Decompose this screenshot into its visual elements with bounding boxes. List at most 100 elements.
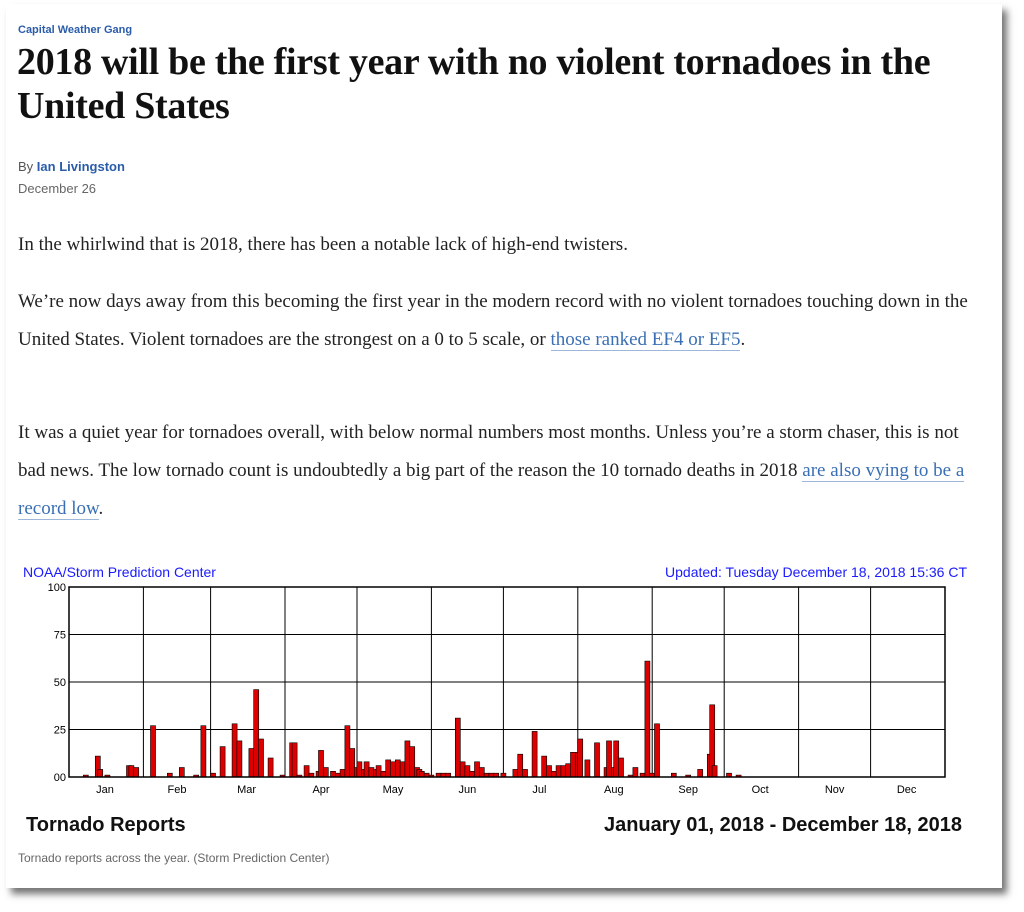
tornado-bar: [318, 750, 324, 778]
tornado-bar: [178, 767, 185, 778]
tornado-bar: [375, 765, 382, 778]
tornado-bar: [339, 769, 346, 778]
x-tick-label: Mar: [237, 784, 256, 796]
tornado-bar: [711, 765, 718, 778]
y-tick-label: 100: [48, 582, 66, 594]
chart-date-range: January 01, 2018 - December 18, 2018: [604, 814, 962, 836]
chart-title: Tornado Reports: [26, 814, 186, 836]
paragraph-1: In the whirlwind that is 2018, there has…: [18, 234, 628, 255]
tornado-bar: [97, 769, 104, 778]
x-tick-label: Jan: [96, 784, 114, 796]
chart-source-label: NOAA/Storm Prediction Center: [23, 564, 216, 580]
paragraph-3-text: It was a quiet year for tornadoes overal…: [18, 422, 959, 481]
image-caption: Tornado reports across the year. (Storm …: [18, 851, 330, 865]
tornado-bar: [522, 769, 528, 778]
tornado-bar: [606, 740, 612, 778]
tornado-bar: [258, 738, 264, 778]
plot-border: [68, 586, 946, 778]
record-low-link[interactable]: are also vying to be a record low: [18, 460, 965, 520]
tornado-bar: [577, 738, 584, 778]
tornado-bar: [349, 748, 356, 778]
tornado-bar: [546, 765, 552, 778]
x-tick-label: Oct: [752, 784, 769, 796]
paragraph-3-end: .: [98, 498, 104, 519]
tornado-bar: [133, 767, 140, 778]
tornado-bar: [291, 742, 298, 778]
tornado-bar: [409, 746, 416, 778]
x-tick-label: Apr: [312, 784, 329, 796]
y-tick-label: 00: [54, 772, 66, 784]
publish-date: December 26: [18, 181, 97, 196]
tornado-bar: [618, 757, 624, 778]
tornado-bar: [390, 761, 396, 778]
tornado-bar: [541, 755, 548, 778]
tornado-bar: [219, 746, 226, 778]
tornado-bar: [459, 761, 466, 778]
tornado-bar: [200, 725, 207, 778]
tornado-bar: [584, 759, 591, 778]
x-tick-label: Sep: [678, 784, 698, 796]
tornado-bar: [380, 771, 387, 778]
author-link[interactable]: Ian Livingston: [36, 159, 125, 174]
tornado-bar: [632, 767, 639, 778]
chart-bars: [82, 660, 742, 778]
tornado-bar: [560, 765, 567, 778]
tornado-bar: [418, 771, 425, 778]
tornado-bar: [654, 723, 660, 778]
paragraph-3: It was a quiet year for tornadoes overal…: [18, 414, 978, 528]
tornado-bar: [517, 753, 524, 778]
y-tick-label: 75: [54, 630, 66, 642]
section-kicker[interactable]: Capital Weather Gang: [18, 24, 133, 36]
tornado-bar: [464, 765, 471, 778]
x-tick-label: Jul: [532, 784, 546, 796]
x-tick-label: Feb: [168, 784, 187, 796]
x-tick-label: Aug: [604, 784, 624, 796]
x-tick-label: Dec: [897, 784, 917, 796]
tornado-bar: [697, 769, 704, 778]
tornado-bar: [363, 761, 370, 778]
tornado-bar: [474, 761, 480, 778]
tornado-bar: [469, 771, 476, 778]
byline-prefix: By: [18, 159, 37, 174]
tornado-bar: [236, 740, 243, 778]
tornado-bar: [231, 723, 238, 778]
tornado-bar: [368, 767, 375, 778]
tornado-reports-chart: NOAA/Storm Prediction Center Updated: Tu…: [23, 564, 967, 836]
x-tick-label: Nov: [825, 784, 845, 796]
chart-x-ticks: Jan Feb Mar Apr May Jun Jul Aug Sep Oct Nov Dec: [96, 784, 917, 796]
tornado-bar: [344, 725, 351, 778]
tornado-bar: [330, 771, 336, 778]
tornado-bar: [128, 765, 135, 778]
y-tick-label: 25: [54, 725, 66, 737]
tornado-bar: [454, 717, 461, 778]
tornado-bar: [399, 761, 406, 778]
tornado-bar: [150, 725, 156, 778]
tornado-bar: [644, 660, 651, 778]
tornado-bar: [248, 748, 255, 778]
tornado-bar: [478, 767, 485, 778]
tornado-bar: [550, 771, 557, 778]
paragraph-2-end: .: [740, 329, 746, 350]
tornado-bar: [512, 769, 519, 778]
y-tick-label: 50: [54, 677, 66, 689]
article-card: Capital Weather Gang 2018 will be the fi…: [6, 4, 1002, 888]
tornado-bar: [404, 740, 411, 778]
tornado-bar: [253, 689, 260, 778]
x-tick-label: Jun: [459, 784, 477, 796]
byline: By Ian Livingston: [18, 159, 125, 174]
tornado-bar: [322, 767, 329, 778]
tornado-bar: [565, 763, 572, 778]
tornado-bar: [356, 761, 363, 778]
tornado-bar: [394, 759, 401, 778]
chart-updated-label: Updated: Tuesday December 18, 2018 15:36…: [665, 564, 967, 580]
chart-y-ticks: 00 25 50 75 100: [48, 582, 66, 784]
tornado-bar: [531, 731, 538, 778]
tornado-bar: [303, 765, 310, 778]
tornado-bar: [555, 765, 562, 778]
paragraph-2: We’re now days away from this becoming t…: [18, 283, 978, 359]
ef-scale-link[interactable]: those ranked EF4 or EF5: [550, 329, 741, 351]
tornado-bar: [385, 759, 392, 778]
tornado-bar: [594, 742, 600, 778]
x-tick-label: May: [383, 784, 404, 796]
headline: 2018 will be the first year with no viol…: [17, 41, 931, 127]
